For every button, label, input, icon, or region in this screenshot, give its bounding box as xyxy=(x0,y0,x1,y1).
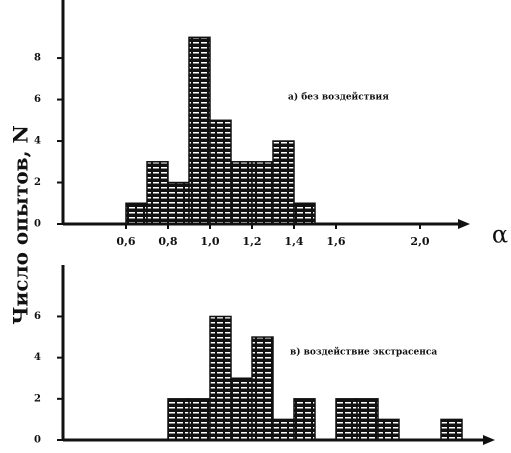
y-tick-label: 6 xyxy=(34,311,41,322)
bar xyxy=(167,181,190,225)
y-tick-label: 2 xyxy=(34,393,41,404)
bar xyxy=(335,398,358,441)
bar xyxy=(230,377,253,441)
y-tick-label: 0 xyxy=(34,435,41,446)
bar xyxy=(230,161,253,225)
bar xyxy=(146,161,169,225)
x-tick-label: 0,6 xyxy=(116,235,135,248)
x-tick-label: 1,4 xyxy=(284,235,303,248)
y-tick-label: 4 xyxy=(34,136,41,147)
bar xyxy=(272,418,295,441)
x-tick-label: 1,0 xyxy=(200,235,219,248)
y-tick-label: 4 xyxy=(34,352,41,363)
x-tick-label: 1,6 xyxy=(326,235,345,248)
x-tick-label: 0,8 xyxy=(158,235,177,248)
x-axis-label: α xyxy=(492,221,508,249)
bar xyxy=(209,315,232,441)
y-tick-label: 6 xyxy=(34,94,41,105)
annotation: в) воздействие экстрасенса xyxy=(290,347,437,358)
bar xyxy=(272,140,295,225)
bar xyxy=(293,202,316,225)
bar xyxy=(167,398,190,441)
x-tick-label: 1,2 xyxy=(242,235,261,248)
bar xyxy=(293,398,316,441)
bar xyxy=(209,119,232,225)
bar xyxy=(251,336,274,441)
bar xyxy=(251,161,274,225)
bar xyxy=(188,398,211,441)
bar xyxy=(188,36,211,225)
y-tick-label: 8 xyxy=(34,53,41,64)
annotation: а) без воздействия xyxy=(288,92,389,103)
bar xyxy=(356,398,379,441)
x-tick-label: 2,0 xyxy=(410,235,429,248)
bar xyxy=(125,202,148,225)
y-tick-label: 0 xyxy=(34,219,41,230)
y-axis-label: Число опытов, N xyxy=(9,125,33,325)
bar xyxy=(377,418,400,441)
x-axis-arrow xyxy=(483,435,495,445)
y-tick-label: 2 xyxy=(34,177,41,188)
bar xyxy=(440,418,463,441)
x-axis-arrow xyxy=(458,219,470,229)
